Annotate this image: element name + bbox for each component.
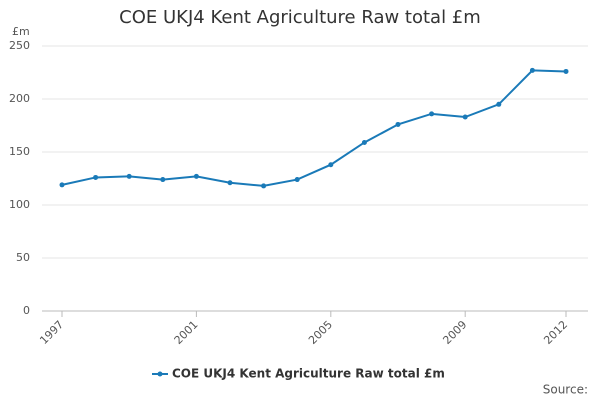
data-point xyxy=(59,182,65,188)
x-tick-label: 2001 xyxy=(172,318,201,347)
data-point xyxy=(160,177,166,183)
data-point xyxy=(496,101,502,107)
y-tick-label: 200 xyxy=(9,92,30,105)
data-point xyxy=(294,177,300,183)
y-tick-label: 250 xyxy=(9,39,30,52)
y-tick-label: 0 xyxy=(23,304,30,317)
data-point xyxy=(462,114,468,120)
y-tick-label: 100 xyxy=(9,198,30,211)
data-line xyxy=(61,69,567,187)
y-tick-label: 150 xyxy=(9,145,30,158)
data-point xyxy=(395,121,401,127)
x-tick-label: 2012 xyxy=(541,318,570,347)
data-point xyxy=(93,174,99,180)
legend-label: COE UKJ4 Kent Agriculture Raw total £m xyxy=(172,367,445,381)
data-point xyxy=(328,162,334,168)
data-point xyxy=(193,173,199,179)
data-point xyxy=(563,68,569,74)
data-point xyxy=(227,180,233,186)
data-point xyxy=(126,173,132,179)
x-tick-label: 2005 xyxy=(306,318,335,347)
chart-title: COE UKJ4 Kent Agriculture Raw total £m xyxy=(119,7,481,28)
data-point xyxy=(529,67,535,73)
source-label: Source: xyxy=(543,383,588,397)
x-tick-label: 2009 xyxy=(440,318,469,347)
legend-marker xyxy=(157,371,163,377)
y-unit-label: £m xyxy=(12,25,30,38)
x-tick-label: 1997 xyxy=(37,318,66,347)
data-point xyxy=(429,111,435,117)
data-point xyxy=(361,139,367,145)
data-point xyxy=(261,183,267,189)
y-tick-label: 50 xyxy=(16,251,30,264)
